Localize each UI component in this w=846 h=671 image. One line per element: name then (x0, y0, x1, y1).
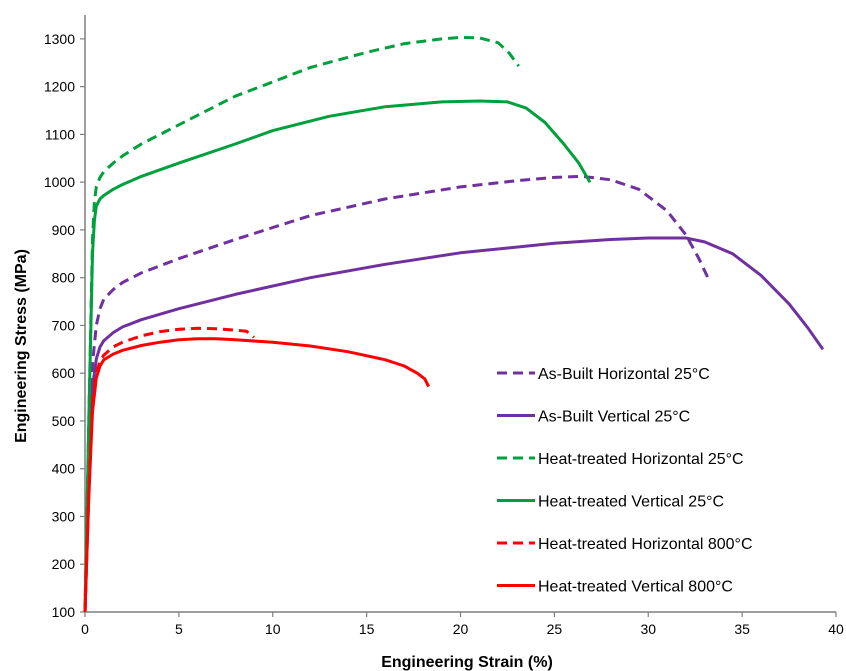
x-tick-label: 40 (828, 621, 844, 637)
legend-item: Heat-treated Vertical 25°C (497, 494, 724, 511)
series-line-6 (83, 337, 430, 613)
y-tick-label: 1000 (44, 174, 75, 190)
legend-item: Heat-treated Horizontal 25°C (497, 451, 744, 468)
series-line-4 (83, 99, 592, 613)
legend-label: Heat-treated Horizontal 25°C (538, 451, 744, 468)
legend-label: Heat-treated Vertical 800°C (538, 579, 733, 596)
legend-label: As-Built Vertical 25°C (538, 409, 690, 426)
legend-item: Heat-treated Horizontal 800°C (497, 536, 753, 553)
x-tick-label: 30 (640, 621, 656, 637)
y-tick-label: 500 (52, 413, 76, 429)
y-tick-label: 400 (52, 461, 76, 477)
y-tick-label: 1100 (45, 126, 75, 142)
x-tick-label: 15 (359, 621, 375, 637)
x-tick-label: 20 (453, 621, 469, 637)
legend-item: As-Built Horizontal 25°C (497, 366, 710, 383)
x-tick-label: 5 (175, 621, 183, 637)
axes: 0 5 10 15 20 25 30 35 40 100 200 300 400 500 600 700 800… (44, 15, 844, 637)
y-tick-label: 100 (52, 604, 76, 620)
legend-label: Heat-treated Horizontal 800°C (538, 536, 753, 553)
legend-item: Heat-treated Vertical 800°C (497, 579, 733, 596)
x-tick-label: 0 (81, 621, 89, 637)
y-tick-label: 800 (52, 270, 76, 286)
y-tick-label: 200 (52, 556, 76, 572)
series-line-3 (83, 35, 520, 613)
series-line-5 (83, 326, 255, 613)
x-tick-label: 25 (547, 621, 563, 637)
y-tick-label: 700 (52, 317, 76, 333)
legend-label: As-Built Horizontal 25°C (538, 366, 710, 383)
legend: As-Built Horizontal 25°C As-Built Vertica… (497, 366, 753, 596)
series-line-1 (83, 174, 710, 613)
y-tick-label: 1300 (44, 31, 75, 47)
legend-label: Heat-treated Vertical 25°C (538, 494, 724, 511)
y-tick-label: 600 (52, 365, 76, 381)
y-tick-label: 900 (52, 222, 76, 238)
x-tick-label: 35 (734, 621, 750, 637)
y-tick-label: 1200 (44, 79, 75, 95)
y-axis-title: Engineering Stress (MPa) (13, 249, 30, 443)
x-axis-title: Engineering Strain (%) (381, 654, 553, 671)
legend-item: As-Built Vertical 25°C (497, 409, 690, 426)
series-layer (83, 35, 825, 613)
x-tick-label: 10 (265, 621, 281, 637)
series-line-2 (83, 236, 825, 613)
y-tick-label: 300 (52, 508, 76, 524)
